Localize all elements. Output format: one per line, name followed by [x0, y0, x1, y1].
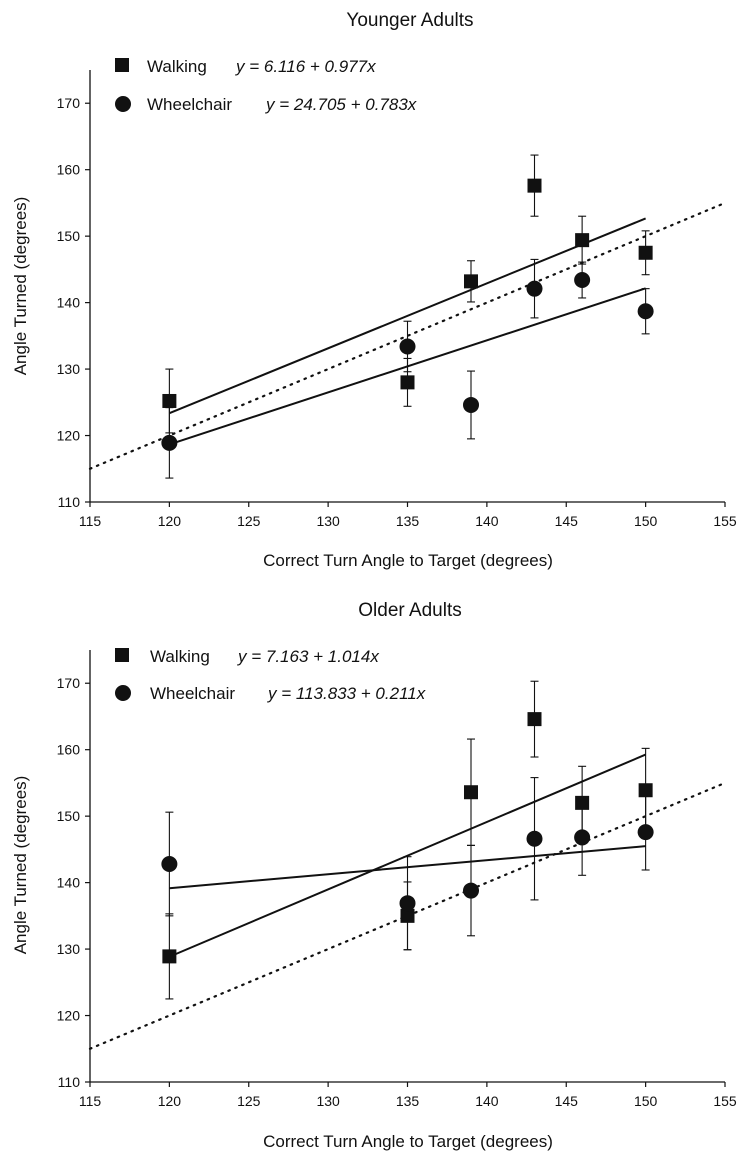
y-tick-label: 140 — [57, 875, 81, 891]
y-tick-label: 110 — [58, 494, 81, 510]
fit-line-walking — [168, 753, 647, 958]
x-tick-label: 130 — [316, 513, 340, 529]
data-point-walking — [575, 233, 590, 248]
legend-item-walking: Walking y = 7.163 + 1.014x — [115, 647, 379, 666]
data-point-wheelchair — [463, 396, 479, 413]
y-tick-label: 150 — [57, 808, 81, 824]
legend-equation-walking: y = 7.163 + 1.014x — [237, 647, 379, 666]
y-tick-label: 160 — [57, 742, 81, 758]
y-tick-label: 160 — [57, 162, 81, 178]
data-point-wheelchair — [526, 280, 543, 297]
legend: Walking y = 7.163 + 1.014x Wheelchair y … — [115, 647, 426, 703]
x-tick-label: 140 — [475, 1093, 499, 1109]
y-tick-label: 170 — [57, 95, 81, 111]
y-tick-label: 120 — [57, 1008, 81, 1024]
data-point-wheelchair — [637, 303, 654, 320]
chart-title: Older Adults — [358, 600, 462, 621]
x-tick-label: 150 — [634, 1093, 658, 1109]
legend-equation-walking: y = 6.116 + 0.977x — [235, 57, 376, 76]
ticks — [85, 682, 726, 1087]
x-axis-label: Correct Turn Angle to Target (degrees) — [263, 551, 553, 570]
data-point-walking — [638, 245, 653, 260]
x-tick-label: 150 — [634, 513, 658, 529]
y-tick-label: 170 — [57, 675, 81, 691]
tick-labels: 115 120 125 130 135 140 145 150 155 110 120 130 140 1… — [57, 675, 737, 1109]
legend-circle-marker — [115, 96, 131, 112]
x-tick-label: 155 — [713, 513, 737, 529]
chart-younger-adults: Younger Adults 115 120 125 130 135 140 145 150 1… — [11, 10, 737, 570]
legend-circle-marker — [115, 685, 131, 701]
data-point-wheelchair — [161, 434, 178, 451]
data-point-walking — [527, 178, 542, 193]
x-tick-label: 120 — [158, 513, 182, 529]
x-tick-label: 155 — [713, 1093, 737, 1109]
data-point-wheelchair — [574, 272, 591, 289]
tick-labels: 115 120 125 130 135 140 145 150 155 110 120 130 140 1… — [57, 95, 737, 529]
data-points — [161, 712, 654, 964]
legend-square-marker — [115, 58, 129, 72]
x-tick-label: 145 — [555, 1093, 579, 1109]
legend-label-wheelchair: Wheelchair — [150, 684, 235, 703]
y-axis-label: Angle Turned (degrees) — [11, 776, 30, 955]
data-point-walking — [400, 908, 415, 923]
y-tick-label: 130 — [57, 941, 81, 957]
y-tick-label: 140 — [57, 295, 81, 311]
data-point-walking — [575, 795, 590, 810]
data-point-wheelchair — [574, 829, 591, 846]
legend: Walking y = 6.116 + 0.977x Wheelchair y … — [115, 57, 417, 114]
x-tick-label: 140 — [475, 513, 499, 529]
x-tick-label: 115 — [79, 1093, 102, 1109]
data-point-wheelchair — [399, 338, 416, 355]
data-point-wheelchair — [399, 895, 416, 912]
data-point-walking — [464, 274, 478, 289]
legend-item-walking: Walking y = 6.116 + 0.977x — [115, 57, 376, 76]
legend-square-marker — [115, 648, 129, 662]
data-point-walking — [162, 393, 177, 408]
legend-label-walking: Walking — [150, 647, 210, 666]
x-tick-label: 145 — [555, 513, 579, 529]
legend-equation-wheelchair: y = 24.705 + 0.783x — [265, 95, 417, 114]
x-tick-label: 125 — [237, 513, 261, 529]
chart-title: Younger Adults — [346, 10, 473, 31]
x-tick-label: 115 — [79, 513, 102, 529]
data-point-wheelchair — [463, 882, 479, 899]
legend-item-wheelchair: Wheelchair y = 24.705 + 0.783x — [115, 95, 417, 114]
legend-label-wheelchair: Wheelchair — [147, 95, 232, 114]
data-point-walking — [464, 785, 478, 800]
x-tick-label: 125 — [237, 1093, 261, 1109]
x-tick-label: 135 — [396, 1093, 420, 1109]
y-tick-label: 130 — [57, 361, 81, 377]
fit-line-walking — [168, 217, 647, 415]
x-tick-label: 120 — [158, 1093, 182, 1109]
ticks — [85, 102, 726, 507]
data-point-walking — [162, 949, 177, 964]
x-axis-label: Correct Turn Angle to Target (degrees) — [263, 1132, 553, 1151]
y-tick-label: 110 — [58, 1074, 81, 1090]
data-points — [161, 178, 654, 451]
data-point-wheelchair — [526, 830, 543, 847]
data-point-wheelchair — [161, 856, 178, 873]
x-tick-label: 130 — [316, 1093, 340, 1109]
y-tick-label: 150 — [57, 228, 81, 244]
data-point-walking — [527, 712, 542, 727]
legend-item-wheelchair: Wheelchair y = 113.833 + 0.211x — [115, 684, 426, 703]
x-tick-label: 135 — [396, 513, 420, 529]
data-point-wheelchair — [637, 824, 654, 841]
chart-older-adults: Older Adults 115 120 125 130 135 140 145 150 155… — [11, 600, 737, 1151]
y-tick-label: 120 — [57, 428, 81, 444]
axes — [89, 70, 725, 503]
legend-equation-wheelchair: y = 113.833 + 0.211x — [267, 684, 426, 703]
y-axis-label: Angle Turned (degrees) — [11, 197, 30, 376]
legend-label-walking: Walking — [147, 57, 207, 76]
data-point-walking — [638, 783, 653, 798]
data-point-walking — [400, 375, 415, 390]
